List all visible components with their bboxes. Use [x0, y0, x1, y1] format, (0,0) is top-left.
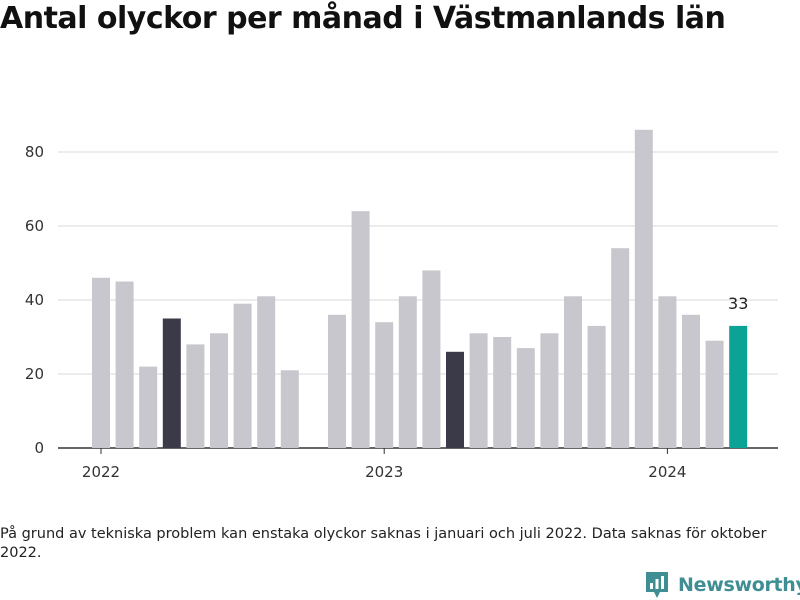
bar-2022-08 — [257, 296, 276, 448]
y-tick-label-80: 80 — [25, 143, 44, 161]
bar-2022-01 — [92, 277, 110, 448]
bar-2022-04 — [162, 318, 181, 448]
bar-2023-10 — [587, 325, 606, 448]
brand-logo[interactable]: Newsworthy — [644, 570, 800, 600]
brand-name: Newsworthy — [678, 574, 800, 596]
bar-2024-04 — [729, 325, 748, 448]
bars — [92, 129, 748, 449]
bar-2022-03 — [139, 366, 158, 448]
bar-2023-04 — [446, 351, 464, 448]
bar-2024-02 — [682, 314, 700, 448]
bar-2023-07 — [516, 348, 535, 448]
x-tick-label-2022: 2022 — [82, 463, 120, 481]
bar-2023-06 — [493, 337, 512, 448]
bar-2023-08 — [540, 333, 559, 448]
y-tick-label-60: 60 — [25, 217, 44, 235]
bar-2023-01 — [375, 322, 394, 448]
bar-2024-03 — [705, 340, 724, 448]
footnote: På grund av tekniska problem kan enstaka… — [0, 526, 767, 561]
bar-2022-05 — [186, 344, 205, 448]
bar-2022-06 — [210, 333, 228, 448]
bar-2022-07 — [233, 303, 252, 448]
newsworthy-logo-icon — [646, 572, 668, 598]
bar-2024-01 — [658, 296, 677, 448]
value-label-2024-04: 33 — [728, 294, 748, 313]
x-tick-label-2023: 2023 — [365, 463, 403, 481]
y-tick-label-40: 40 — [25, 291, 44, 309]
bar-2023-05 — [469, 333, 488, 448]
bar-2023-12 — [634, 129, 653, 449]
y-tick-label-0: 0 — [34, 439, 44, 457]
bar-2023-09 — [564, 296, 582, 448]
bar-2022-11 — [328, 314, 346, 448]
bar-2023-03 — [422, 270, 441, 448]
x-tick-label-2024: 2024 — [648, 463, 686, 481]
bar-2022-12 — [351, 211, 370, 448]
chart-title: Antal olyckor per månad i Västmanlands l… — [0, 1, 726, 36]
y-tick-label-20: 20 — [25, 365, 44, 383]
bar-2022-09 — [280, 370, 299, 448]
bar-2023-11 — [611, 248, 630, 448]
bar-chart: 0 20 40 60 80 2022 2023 2024 33 — [25, 129, 778, 481]
bar-2022-02 — [115, 281, 134, 448]
bar-2023-02 — [398, 296, 417, 448]
labels: 0 20 40 60 80 2022 2023 2024 33 — [25, 143, 748, 481]
